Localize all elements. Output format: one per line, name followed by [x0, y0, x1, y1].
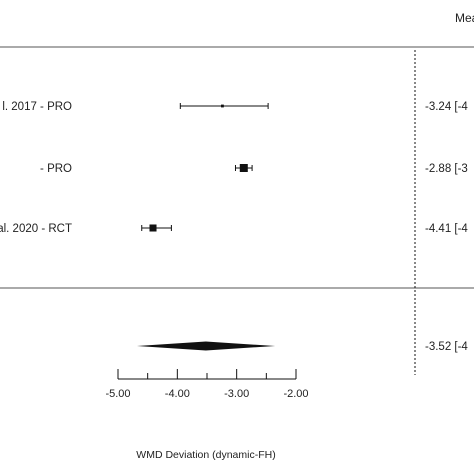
x-tick-label: -5.00 — [105, 388, 130, 400]
study-label: l. 2017 - PRO — [2, 101, 72, 113]
x-tick-label: -3.00 — [224, 388, 249, 400]
point-estimate — [149, 224, 157, 232]
point-estimate — [221, 104, 224, 108]
study-label: t al. 2020 - RCT — [0, 223, 72, 235]
effect-label: -4.41 [-4 — [425, 223, 468, 235]
study-rows: l. 2017 - PRO -3.24 [-4 - PRO -2.88 [-3 t al… — [0, 101, 468, 235]
effect-label: -3.24 [-4 — [425, 101, 468, 113]
x-axis: -5.00 -4.00 -3.00 -2.00 — [105, 369, 309, 400]
pooled-diamond — [136, 341, 276, 351]
study-row: t al. 2020 - RCT -4.41 [-4 — [0, 223, 468, 235]
point-estimate — [239, 164, 248, 172]
x-tick-label: -2.00 — [283, 388, 308, 400]
study-label: - PRO — [40, 163, 72, 175]
column-header: Mea — [455, 11, 474, 25]
x-tick-label: -4.00 — [165, 388, 190, 400]
pooled-summary: -3.52 [-4 — [136, 341, 468, 353]
study-row: l. 2017 - PRO -3.24 [-4 — [2, 101, 468, 113]
x-axis-title: WMD Deviation (dynamic-FH) — [136, 449, 275, 461]
effect-label: -2.88 [-3 — [425, 163, 468, 175]
pooled-effect-label: -3.52 [-4 — [425, 341, 468, 353]
study-row: - PRO -2.88 [-3 — [40, 163, 468, 175]
